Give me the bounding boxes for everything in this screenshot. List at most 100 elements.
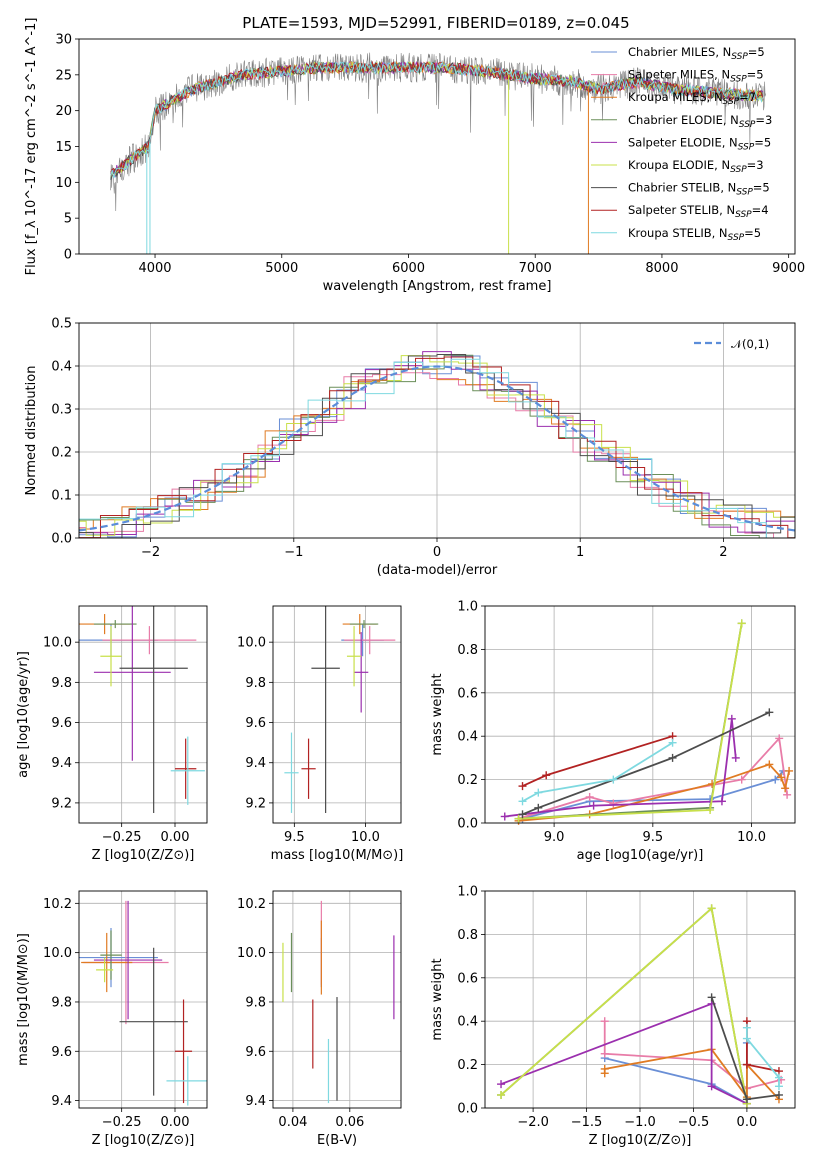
marker-salpeter_miles (585, 792, 594, 801)
x-axis-label: wavelength [Angstrom, rest frame] (323, 279, 552, 294)
marker-kroupa_stelib (742, 1023, 751, 1032)
marker-chabrier_stelib (765, 708, 774, 717)
panel-weight_vs_age: 9.0 9.5 10.0 0.0 0.2 0.4 0.6 0.8 1.0 age [log10(a… (430, 600, 796, 863)
x-tick-label: 1 (576, 545, 584, 560)
histogram-kroupa_elodie (79, 355, 795, 536)
panel-mass_vs_EBV: 0.04 0.06 9.4 9.6 9.8 10.0 10.2 E(B-V) (237, 890, 402, 1148)
marker-salpeter_stelib (742, 1060, 751, 1069)
histogram-salpeter_elodie (79, 351, 795, 538)
y-tick-label: 0.2 (457, 1058, 478, 1073)
y-tick-label: 9.4 (245, 756, 266, 771)
legend-label-salpeter_miles: Salpeter MILES, NSSP=5 (628, 68, 764, 85)
x-tick-label: 0.00 (161, 830, 190, 845)
marker-kroupa_stelib (774, 1082, 783, 1091)
series-line-kroupa_stelib (522, 741, 674, 803)
marker-salpeter_miles (600, 1049, 609, 1058)
x-axis-label: (data-model)/error (377, 563, 498, 578)
x-tick-label: 0.00 (161, 1115, 190, 1130)
marker-salpeter_miles (609, 799, 618, 808)
axes-frame (272, 605, 402, 824)
x-axis-label: E(B-V) (317, 1133, 357, 1148)
marker-salpeter_elodie (707, 1082, 716, 1091)
y-tick-label: 9.4 (51, 756, 72, 771)
x-tick-label: 0.0 (737, 1115, 758, 1130)
legend-label-kroupa_stelib: Kroupa STELIB, NSSP=5 (628, 226, 761, 243)
y-tick-label: 0.8 (457, 928, 478, 943)
x-tick-label: 2 (719, 545, 727, 560)
marker-kroupa_stelib (774, 1073, 783, 1082)
y-tick-label: 9.8 (245, 676, 266, 691)
y-axis-label: mass weight (430, 673, 445, 755)
y-tick-label: 0.3 (51, 403, 72, 418)
marker-salpeter_elodie (497, 1080, 506, 1089)
series-line-chabrier_stelib (522, 711, 770, 816)
y-axis-label: Normed distribution (24, 366, 39, 496)
y-tick-label: 30 (55, 33, 72, 48)
marker-salpeter_elodie (717, 797, 726, 806)
x-tick-label: 10.0 (737, 830, 766, 845)
axes-frame (484, 890, 796, 1109)
y-tick-label: 0.6 (457, 686, 478, 701)
y-tick-label: 0.4 (51, 360, 72, 375)
marker-chabrier_stelib (774, 1090, 783, 1099)
y-tick-label: 0.2 (457, 773, 478, 788)
panel-residuals: −2 −1 0 1 2 0.0 0.1 0.2 0.3 0.4 0.5 (data-model)/er… (24, 317, 796, 578)
y-tick-label: 10.0 (237, 946, 266, 961)
x-axis-label: Z [log10(Z/Z⊙)] (92, 848, 195, 863)
x-axis-label: age [log10(age/yr)] (577, 848, 704, 863)
y-axis-label: mass weight (430, 958, 445, 1040)
marker-chabrier_stelib (668, 753, 677, 762)
y-tick-label: 10.0 (43, 636, 72, 651)
y-tick-label: 9.6 (51, 1045, 72, 1060)
axes-frame (78, 890, 208, 1109)
y-tick-label: 0.2 (51, 446, 72, 461)
marker-salpeter_elodie (589, 801, 598, 810)
series-line-salpeter_miles (518, 736, 788, 820)
y-tick-label: 15 (55, 140, 72, 155)
x-tick-label: −1 (284, 545, 303, 560)
y-tick-label: 1.0 (457, 885, 478, 900)
y-tick-label: 0.0 (51, 532, 72, 547)
x-axis-label: Z [log10(Z/Z⊙)] (589, 1133, 692, 1148)
series-line-salpeter_elodie (500, 1002, 748, 1105)
x-tick-label: 5000 (265, 261, 298, 276)
marker-kroupa_miles (777, 773, 786, 782)
marker-kroupa_stelib (534, 788, 543, 797)
y-tick-label: 0.1 (51, 489, 72, 504)
x-tick-label: −1.5 (571, 1115, 603, 1130)
y-tick-label: 10.2 (237, 897, 266, 912)
series-line-kroupa_miles (603, 1048, 780, 1100)
marker-salpeter_miles (737, 775, 746, 784)
x-tick-label: −0.25 (102, 1115, 142, 1130)
y-tick-label: 9.8 (51, 995, 72, 1010)
legend-label-chabrier_elodie: Chabrier ELODIE, NSSP=3 (628, 113, 772, 130)
series-line-kroupa_elodie (500, 906, 748, 1104)
y-axis-label: Flux [f_λ 10^-17 erg cm^-2 s^-1 A^-1] (24, 18, 39, 276)
x-tick-label: 10.0 (351, 830, 380, 845)
series-line-chabrier_stelib (710, 997, 780, 1101)
legend-label-kroupa_elodie: Kroupa ELODIE, NSSP=3 (628, 158, 764, 175)
y-tick-label: 25 (55, 68, 72, 83)
y-tick-label: 0 (64, 248, 72, 263)
y-tick-label: 10.0 (43, 946, 72, 961)
marker-salpeter_elodie (727, 714, 736, 723)
marker-kroupa_elodie (497, 1090, 506, 1099)
marker-salpeter_miles (775, 734, 784, 743)
x-tick-label: 6000 (392, 261, 425, 276)
marker-kroupa_stelib (668, 738, 677, 747)
marker-kroupa_miles (785, 766, 794, 775)
y-tick-label: 9.6 (245, 716, 266, 731)
marker-kroupa_miles (781, 784, 790, 793)
x-tick-label: −2.0 (517, 1115, 549, 1130)
legend-label-chabrier_stelib: Chabrier STELIB, NSSP=5 (628, 181, 770, 198)
y-tick-label: 20 (55, 104, 72, 119)
y-tick-label: 9.2 (245, 796, 266, 811)
histogram-chabrier_stelib (79, 353, 795, 538)
series-model-kroupa_stelib (110, 60, 764, 179)
y-tick-label: 9.8 (245, 995, 266, 1010)
x-tick-label: −2 (141, 545, 160, 560)
marker-salpeter_elodie (500, 812, 509, 821)
marker-chabrier_miles (771, 775, 780, 784)
y-tick-label: 9.4 (245, 1094, 266, 1109)
